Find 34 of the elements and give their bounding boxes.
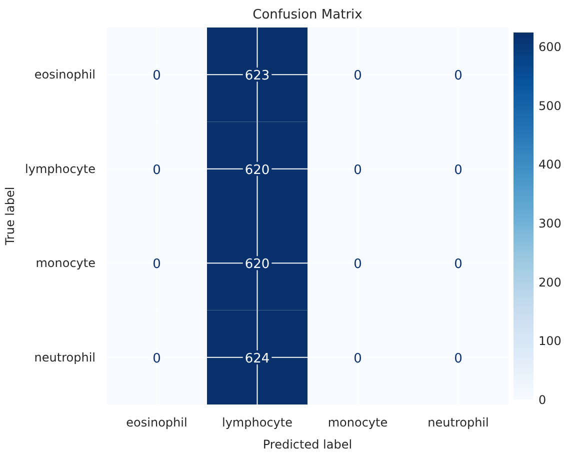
y-tick-label: lymphocyte <box>25 162 96 176</box>
chart-title: Confusion Matrix <box>252 8 363 22</box>
color-bar-label: 500 <box>538 98 562 113</box>
y-tick-label: neutrophil <box>34 350 96 364</box>
data-label: 0 <box>454 351 462 366</box>
data-label: 0 <box>454 68 462 84</box>
data-label: 620 <box>244 162 270 178</box>
data-label: 0 <box>354 351 362 366</box>
data-label: 0 <box>454 162 462 178</box>
x-tick-label: eosinophil <box>126 416 188 430</box>
data-label: 0 <box>152 162 161 178</box>
color-bar-label: 400 <box>538 158 562 172</box>
x-axis-title: Predicted label <box>262 438 352 452</box>
color-bar-label: 300 <box>538 216 562 231</box>
data-label: 624 <box>244 351 270 366</box>
y-tick-label: eosinophil <box>34 68 96 82</box>
color-bar-label: 600 <box>538 40 562 54</box>
data-label: 0 <box>152 351 161 366</box>
x-tick-label: monocyte <box>328 416 388 430</box>
data-label: 0 <box>454 257 462 272</box>
color-bar-label: 0 <box>538 393 546 407</box>
data-label: 0 <box>354 68 362 84</box>
color-bar-label: 200 <box>538 275 562 290</box>
x-tick-label: neutrophil <box>428 416 489 430</box>
data-label: 0 <box>354 257 362 272</box>
x-tick-label: lymphocyte <box>222 416 292 430</box>
data-label: 0 <box>354 162 362 178</box>
data-label: 620 <box>244 257 270 272</box>
data-label: 0 <box>152 68 161 84</box>
data-label: 0 <box>152 257 161 272</box>
data-label: 623 <box>244 68 270 84</box>
y-axis-title: True label <box>3 186 18 246</box>
y-tick-label: monocyte <box>36 256 96 270</box>
color-bar-label: 100 <box>538 334 562 348</box>
